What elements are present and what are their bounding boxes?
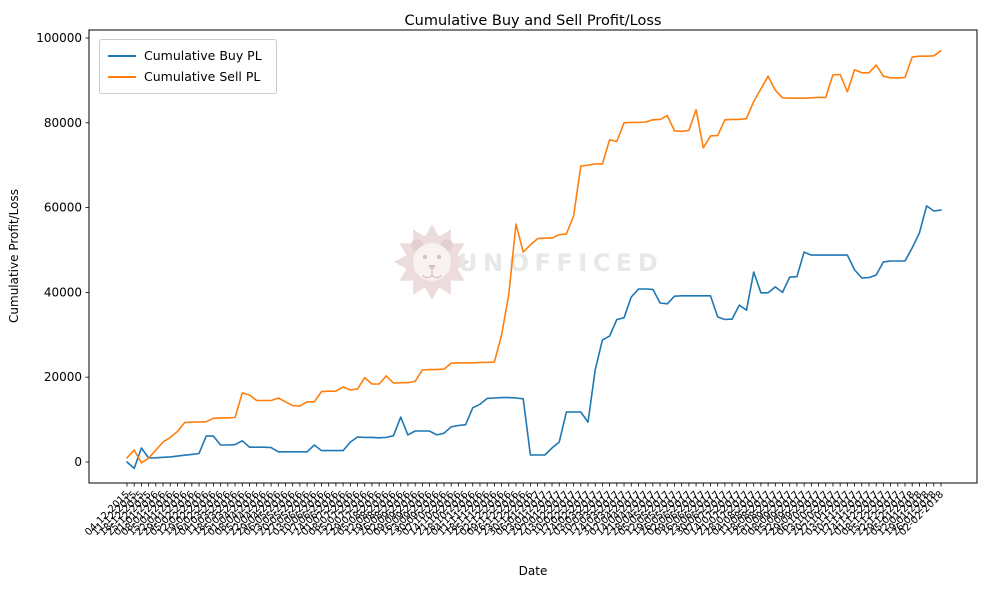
legend-line-sell (108, 75, 136, 78)
lion-mane-spike (425, 224, 439, 237)
lion-mane-spike (425, 287, 439, 300)
legend-entry-sell: Cumulative Sell PL (108, 66, 267, 87)
chart-title: Cumulative Buy and Sell Profit/Loss (404, 13, 662, 29)
y-tick-label: 60000 (44, 201, 82, 215)
legend-label-buy: Cumulative Buy PL (144, 48, 262, 63)
watermark-text: UNOFFICED (458, 249, 663, 277)
y-tick-label: 80000 (44, 116, 82, 130)
series-line-sell (126, 49, 942, 464)
legend: Cumulative Buy PL Cumulative Sell PL (99, 39, 277, 94)
lion-muzzle (422, 271, 442, 279)
lion-eye (436, 254, 442, 260)
watermark-lion-icon (394, 224, 470, 300)
y-axis-label: Cumulative Profit/Loss (7, 189, 21, 323)
y-tick-label: 0 (74, 455, 82, 469)
axes-spines (88, 29, 978, 484)
x-axis-label: Date (518, 564, 548, 578)
lion-nose (428, 265, 436, 271)
lion-mane-spike (457, 255, 470, 269)
legend-label-sell: Cumulative Sell PL (144, 69, 261, 84)
y-tick-label: 100000 (36, 31, 82, 45)
y-tick-label: 40000 (44, 285, 82, 299)
lion-eye (422, 254, 428, 260)
legend-line-buy (108, 54, 136, 57)
series-line-buy (126, 205, 942, 470)
lion-mane-spike (394, 255, 407, 269)
y-tick-label: 20000 (44, 370, 82, 384)
legend-entry-buy: Cumulative Buy PL (108, 45, 267, 66)
watermark: UNOFFICED (394, 224, 663, 300)
lion-face (413, 243, 451, 281)
